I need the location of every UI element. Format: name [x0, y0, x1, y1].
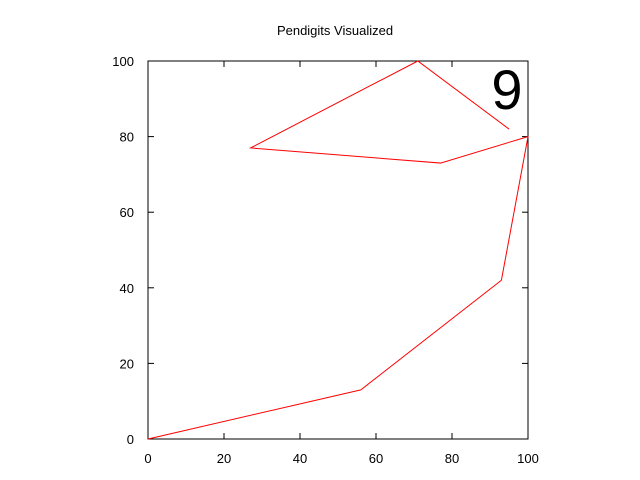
- y-tick-label: 100: [112, 54, 134, 69]
- x-tick-label: 60: [369, 451, 383, 466]
- x-tick-label: 0: [144, 451, 151, 466]
- x-tick-label: 20: [217, 451, 231, 466]
- chart-title: Pendigits Visualized: [277, 23, 393, 38]
- x-axis-ticks: 0 20 40 60 80 100: [144, 61, 539, 466]
- plot-frame: [147, 60, 529, 440]
- x-tick-label: 100: [517, 451, 539, 466]
- y-tick-label: 0: [127, 432, 134, 447]
- y-tick-label: 60: [120, 205, 134, 220]
- x-tick-label: 40: [293, 451, 307, 466]
- y-tick-label: 20: [120, 356, 134, 371]
- y-tick-label: 40: [120, 281, 134, 296]
- series-group: [147, 60, 529, 440]
- x-tick-label: 80: [445, 451, 459, 466]
- y-tick-label: 80: [120, 130, 134, 145]
- y-axis-ticks: 0 20 40 60 80 100: [112, 54, 528, 447]
- series-line: [147, 60, 529, 440]
- digit-annotation: 9: [491, 58, 522, 121]
